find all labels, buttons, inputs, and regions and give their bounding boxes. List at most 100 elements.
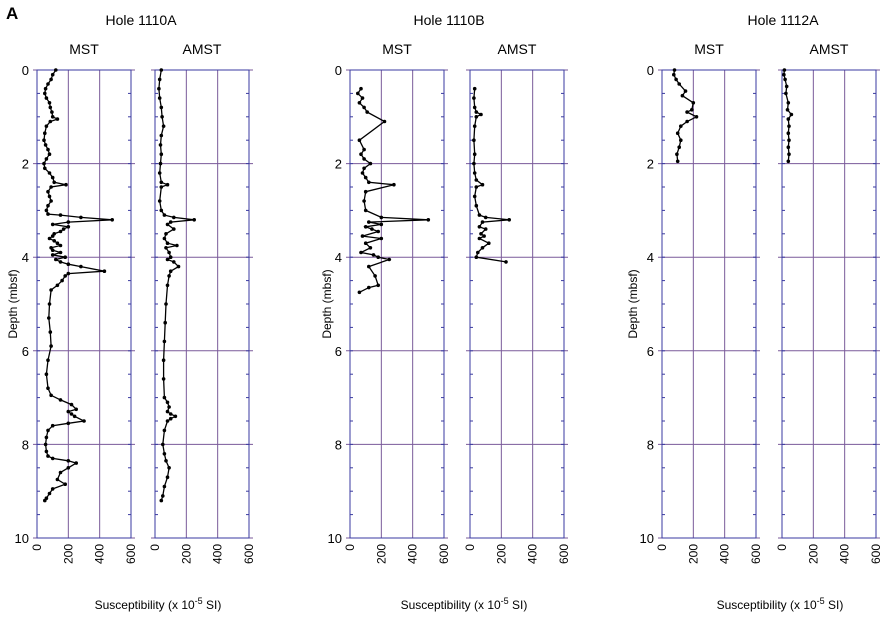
data-point	[44, 208, 49, 213]
data-point	[164, 302, 168, 306]
data-point	[159, 133, 164, 138]
data-point	[164, 246, 168, 250]
data-point	[42, 161, 46, 166]
data-point	[58, 229, 63, 234]
data-point	[387, 257, 392, 262]
y-tick-label: 4	[22, 250, 29, 265]
data-point	[44, 435, 49, 440]
data-point	[82, 419, 86, 423]
data-point	[162, 213, 167, 217]
data-point	[58, 213, 63, 217]
data-point	[162, 339, 167, 344]
data-point	[44, 157, 49, 161]
series-title: AMST	[183, 41, 222, 57]
data-point	[677, 82, 681, 86]
data-point	[474, 178, 479, 182]
data-point	[58, 260, 63, 264]
data-point	[359, 152, 363, 156]
x-tick-label: 400	[718, 544, 732, 564]
data-point	[367, 220, 371, 224]
data-point	[165, 409, 170, 414]
data-point	[480, 246, 485, 250]
data-point	[360, 96, 365, 100]
y-tick-label: 10	[15, 531, 29, 546]
data-point	[49, 185, 53, 189]
data-point	[786, 159, 791, 164]
data-point	[167, 274, 171, 278]
data-point	[157, 77, 162, 82]
data-point	[58, 470, 63, 475]
data-point	[43, 131, 47, 135]
data-point	[165, 400, 170, 405]
data-line	[356, 88, 429, 293]
x-tick-label: 400	[211, 544, 225, 564]
data-point	[472, 152, 477, 156]
data-point	[359, 250, 363, 255]
hole-title: Hole 1112A	[747, 12, 819, 28]
data-point	[66, 220, 71, 224]
y-tick-label: 2	[647, 157, 654, 172]
data-point	[472, 124, 477, 128]
data-point	[161, 124, 166, 128]
series-title: AMST	[810, 41, 849, 57]
data-point	[679, 138, 683, 142]
data-line	[158, 69, 195, 501]
data-point	[69, 412, 74, 416]
data-point	[47, 194, 52, 199]
data-point	[167, 466, 171, 470]
data-point	[55, 241, 60, 245]
plot-frame	[36, 69, 132, 539]
y-tick-label: 8	[335, 437, 342, 452]
y-axis-label: Depth (mbsf)	[320, 269, 334, 338]
series-title: AMST	[498, 41, 537, 57]
data-point	[164, 232, 168, 236]
data-point	[54, 68, 58, 72]
data-point	[157, 86, 161, 91]
data-point	[685, 110, 689, 114]
data-point	[47, 152, 52, 156]
data-point	[691, 101, 696, 105]
x-tick-label: 0	[463, 544, 477, 551]
data-point	[477, 213, 482, 217]
data-point	[63, 274, 67, 278]
data-point	[164, 459, 168, 463]
data-point	[483, 227, 488, 231]
data-point	[58, 250, 63, 255]
data-point	[359, 86, 363, 91]
x-tick-label: 400	[406, 544, 420, 564]
y-tick-label: 6	[22, 344, 29, 359]
data-point	[392, 182, 396, 187]
data-point	[356, 91, 360, 96]
data-point	[161, 377, 166, 381]
y-tick-label: 10	[328, 531, 342, 546]
data-point	[159, 105, 164, 110]
data-point	[49, 77, 53, 82]
data-point	[474, 255, 479, 259]
data-point	[50, 423, 55, 428]
data-point	[50, 72, 55, 77]
data-point	[786, 117, 791, 121]
data-point	[63, 482, 67, 487]
series-title: MST	[694, 41, 724, 57]
data-point	[362, 147, 366, 152]
data-point	[162, 428, 167, 433]
data-point	[784, 91, 788, 96]
plot-mst: MST 0 200 400 600	[655, 41, 763, 564]
data-point	[58, 243, 63, 248]
x-tick-label: 200	[686, 544, 700, 564]
data-point	[477, 236, 482, 241]
data-point	[426, 218, 431, 222]
x-tick-label: 0	[30, 544, 44, 551]
data-point	[675, 159, 680, 164]
data-point	[160, 115, 164, 119]
data-point	[672, 68, 677, 72]
data-point	[472, 171, 477, 175]
data-point	[72, 414, 77, 419]
data-point	[367, 285, 371, 290]
data-point	[157, 171, 162, 175]
data-point	[786, 131, 791, 135]
data-point	[159, 68, 164, 72]
data-point	[161, 358, 166, 363]
data-point	[480, 182, 485, 187]
